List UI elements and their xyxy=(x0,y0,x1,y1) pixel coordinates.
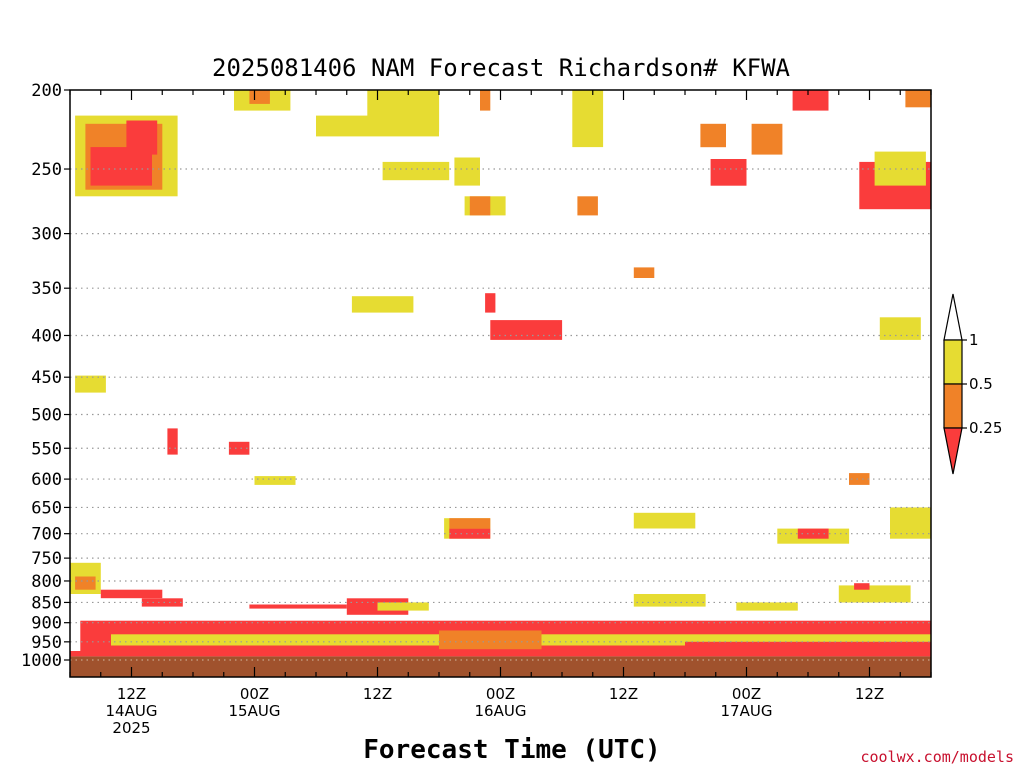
y-tick-label: 1000 xyxy=(21,651,62,671)
x-tick-label: 2025 xyxy=(112,719,150,737)
richardson-cell xyxy=(838,585,911,603)
richardson-cell xyxy=(70,651,931,657)
y-tick-label: 850 xyxy=(31,593,62,613)
richardson-cell xyxy=(469,196,491,216)
richardson-cell xyxy=(449,518,491,529)
credit-text: coolwx.com/models xyxy=(860,748,1014,766)
richardson-cell xyxy=(75,375,106,393)
colorbar: 1 0.5 0.25 xyxy=(943,293,1002,475)
y-tick-label: 600 xyxy=(31,470,62,490)
richardson-cell xyxy=(685,641,931,651)
colorbar-label: 0.5 xyxy=(969,375,993,393)
y-tick-label: 750 xyxy=(31,549,62,569)
richardson-cell xyxy=(126,120,158,155)
x-tick-label: 17AUG xyxy=(721,702,773,720)
richardson-cell xyxy=(100,589,163,599)
colorbar-label: 0.25 xyxy=(969,419,1002,437)
richardson-cell xyxy=(249,90,270,104)
x-tick-label: 16AUG xyxy=(475,702,527,720)
richardson-cell xyxy=(382,161,450,181)
x-tick-label: 12Z xyxy=(609,685,638,703)
richardson-cell xyxy=(854,583,870,590)
x-tick-label: 15AUG xyxy=(229,702,281,720)
y-tick-label: 500 xyxy=(31,406,62,426)
x-axis-title: Forecast Time (UTC) xyxy=(363,735,660,765)
richardson-cell xyxy=(849,473,870,485)
x-tick-label: 12Z xyxy=(117,685,146,703)
ground-shading xyxy=(70,656,931,677)
richardson-cell xyxy=(351,296,414,313)
richardson-cell xyxy=(485,293,496,313)
y-tick-label: 650 xyxy=(31,498,62,518)
richardson-cell xyxy=(377,602,429,611)
y-tick-label: 700 xyxy=(31,525,62,545)
pressure-gridlines xyxy=(70,168,931,661)
y-tick-label: 950 xyxy=(31,633,62,653)
richardson-cell xyxy=(75,576,96,590)
richardson-cell xyxy=(167,428,178,455)
colorbar-swatch xyxy=(943,383,963,429)
y-tick-label: 900 xyxy=(31,614,62,634)
richardson-cell xyxy=(633,594,706,607)
y-tick-label: 350 xyxy=(31,279,62,299)
richardson-cell xyxy=(367,90,440,132)
x-tick-label: 12Z xyxy=(855,685,884,703)
y-tick-label: 400 xyxy=(31,326,62,346)
richardson-cell xyxy=(710,159,747,186)
y-tick-label: 450 xyxy=(31,368,62,388)
richardson-cell xyxy=(736,602,798,611)
y-tick-label: 550 xyxy=(31,439,62,459)
colorbar-bottom-arrow xyxy=(943,427,963,475)
data-cells xyxy=(70,90,932,657)
plot-frame xyxy=(69,89,932,678)
richardson-cell xyxy=(700,123,726,148)
richardson-cell xyxy=(633,512,696,529)
x-tick-label: 12Z xyxy=(363,685,392,703)
richardson-cell xyxy=(228,441,250,455)
richardson-cell xyxy=(141,598,183,607)
y-tick-label: 250 xyxy=(31,160,62,180)
richardson-cell xyxy=(480,90,491,111)
richardson-cell xyxy=(249,604,347,609)
richardson-cell xyxy=(490,320,563,340)
richardson-cell xyxy=(577,196,598,216)
x-tick-label: 00Z xyxy=(732,685,761,703)
richardson-cell xyxy=(792,90,829,111)
richardson-cell xyxy=(254,476,296,485)
x-tick-label: 14AUG xyxy=(106,702,158,720)
y-tick-label: 800 xyxy=(31,572,62,592)
chart-title: 2025081406 NAM Forecast Richardson# KFWA xyxy=(212,54,791,82)
x-tick-label: 00Z xyxy=(486,685,515,703)
richardson-cell xyxy=(572,90,604,148)
richardson-cell xyxy=(449,528,491,539)
richardson-cell xyxy=(905,90,931,108)
richardson-cell xyxy=(439,630,542,650)
colorbar-swatch xyxy=(943,339,963,385)
richardson-cell xyxy=(751,123,783,155)
richardson-cell xyxy=(633,267,655,278)
colorbar-label: 1 xyxy=(969,331,979,349)
y-tick-label: 300 xyxy=(31,225,62,245)
y-tick-label: 200 xyxy=(31,81,62,101)
x-tick-label: 00Z xyxy=(240,685,269,703)
y-axis-ticks: 200 250 300 350 400 450 500 550 600 650 700 750 8008… xyxy=(21,81,70,671)
richardson-cell xyxy=(454,157,480,186)
richardson-cell xyxy=(890,507,931,539)
richardson-cell xyxy=(879,317,921,340)
